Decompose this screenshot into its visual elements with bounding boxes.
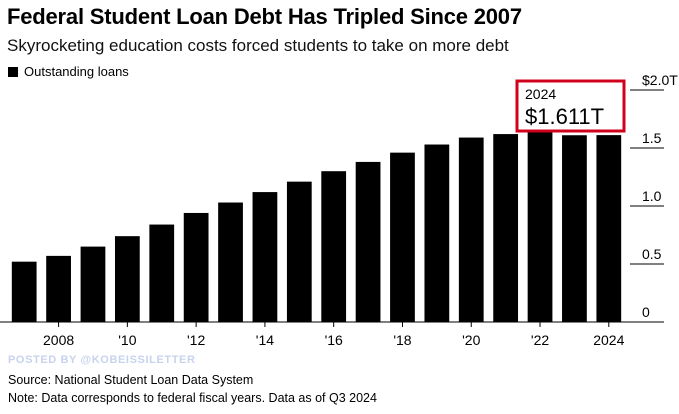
bar-2014 (252, 192, 278, 322)
callout-box (515, 79, 626, 133)
bar-2008 (46, 255, 71, 322)
legend: Outstanding loans (8, 64, 129, 79)
callout-year: 2024 (525, 86, 556, 102)
footnote: Note: Data corresponds to federal fiscal… (8, 391, 377, 405)
bar-2009 (80, 246, 106, 322)
y-tick-label-0: 0 (642, 304, 650, 320)
bar-2012 (183, 212, 209, 322)
bar-2022 (527, 131, 553, 322)
chart-title: Federal Student Loan Debt Has Tripled Si… (7, 4, 522, 29)
x-tick-label-2022: '22 (531, 332, 549, 348)
legend-label: Outstanding loans (24, 64, 129, 79)
bar-2024 (596, 135, 622, 322)
bar-2023 (562, 135, 587, 322)
source-note: Source: National Student Loan Data Syste… (8, 373, 254, 387)
watermark: POSTED BY @KOBEISSILETTER (8, 354, 196, 366)
bar-2013 (218, 202, 243, 322)
bar-2019 (424, 144, 450, 322)
bar-2015 (286, 181, 312, 322)
bar-2020 (458, 137, 484, 322)
x-tick-label-2012: '12 (187, 332, 205, 348)
x-tick-label-2010: '10 (118, 332, 136, 348)
bar-2011 (149, 224, 175, 322)
callout-value: $1.611T (525, 104, 604, 129)
legend-swatch (8, 66, 18, 77)
chart-subtitle: Skyrocketing education costs forced stud… (7, 36, 509, 55)
x-tick-label-2020: '20 (462, 332, 480, 348)
x-tick-label-2024: 2024 (593, 332, 624, 348)
y-tick-label-0.5: 0.5 (642, 246, 662, 262)
y-tick-label-1: 1.0 (642, 188, 662, 204)
bar-2018 (390, 152, 415, 322)
bar-2010 (114, 236, 140, 322)
bar-2017 (355, 161, 381, 322)
bar-2007 (11, 261, 37, 322)
x-tick-label-2014: '14 (256, 332, 274, 348)
bar-2021 (493, 134, 519, 322)
x-tick-label-2008: 2008 (43, 332, 74, 348)
x-tick-label-2016: '16 (325, 332, 343, 348)
x-tick-label-2018: '18 (393, 332, 411, 348)
y-tick-label-1.5: 1.5 (642, 130, 662, 146)
y-tick-label-2: $2.0T (642, 72, 678, 88)
bar-2016 (321, 171, 347, 322)
